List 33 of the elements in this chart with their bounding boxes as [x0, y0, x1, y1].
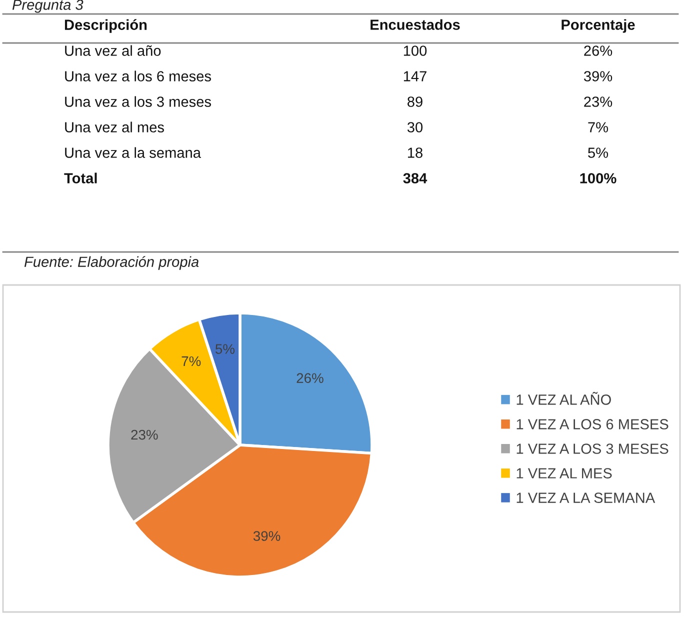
data-label: 26% — [296, 373, 324, 384]
text: 18 — [408, 148, 422, 158]
text: 23% — [584, 96, 612, 107]
text: 384 — [403, 173, 428, 184]
text: 147 — [404, 71, 426, 82]
text: Una vez al año — [65, 45, 161, 56]
text: Una vez a los 6 meses — [65, 70, 211, 82]
data-label: 7% — [182, 356, 201, 366]
text: Encuestados — [370, 19, 460, 30]
text: Una vez a la semana — [65, 147, 201, 158]
text: 26% — [584, 46, 612, 56]
text: Una vez al mes — [65, 122, 164, 132]
text: Total — [64, 172, 97, 184]
text: 5% — [588, 148, 608, 158]
text: 100% — [580, 173, 616, 184]
data-label: 23% — [131, 430, 158, 440]
data-label: 39% — [253, 531, 280, 541]
legend-label: 1 VEZ AL MES — [516, 468, 612, 478]
text: Porcentaje — [562, 19, 635, 33]
text: 100 — [404, 46, 427, 56]
text: Una vez a los 3 meses — [65, 96, 211, 107]
data-label: 5% — [216, 344, 235, 354]
legend-label: 1 VEZ A LA SEMANA — [516, 492, 656, 503]
source-note: Fuente: Elaboración propia — [24, 256, 199, 270]
legend-label: 1 VEZ A LOS 3 MESES — [516, 444, 668, 454]
text: Descripción — [64, 19, 147, 33]
text: 89 — [408, 96, 422, 107]
text: Pregunta 3 — [12, 0, 84, 13]
text: 7% — [588, 122, 608, 132]
text: 30 — [407, 122, 423, 132]
legend-label: 1 VEZ AL AÑO — [516, 392, 611, 405]
text: 39% — [584, 71, 612, 82]
legend-label: 1 VEZ A LOS 6 MESES — [516, 419, 668, 430]
